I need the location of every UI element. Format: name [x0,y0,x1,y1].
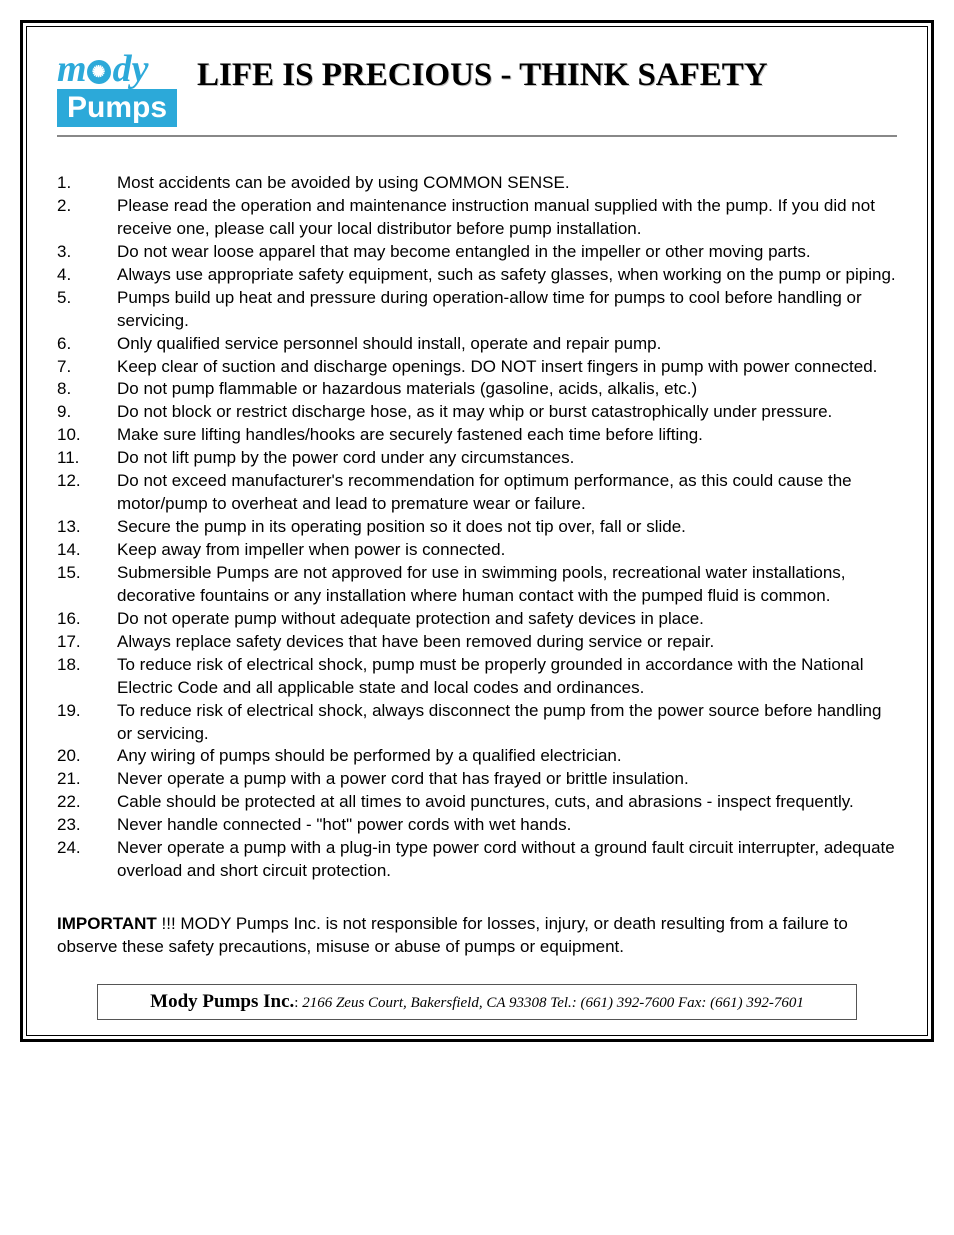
safety-item: 8.Do not pump flammable or hazardous mat… [57,378,897,401]
safety-item: 21.Never operate a pump with a power cor… [57,768,897,791]
header: m ✺ dy Pumps LIFE IS PRECIOUS - THINK SA… [57,47,897,137]
safety-item: 12.Do not exceed manufacturer's recommen… [57,470,897,516]
safety-item: 23.Never handle connected - "hot" power … [57,814,897,837]
important-label: IMPORTANT [57,914,157,933]
footer-separator: : [294,995,302,1011]
safety-item: 5.Pumps build up heat and pressure durin… [57,287,897,333]
important-notice: IMPORTANT !!! MODY Pumps Inc. is not res… [57,913,897,959]
logo-top-row: m ✺ dy [57,47,177,91]
safety-item-text: Most accidents can be avoided by using C… [117,172,897,195]
safety-item-text: To reduce risk of electrical shock, pump… [117,654,897,700]
safety-item-number: 20. [57,745,117,768]
safety-item-number: 1. [57,172,117,195]
company-logo: m ✺ dy Pumps [57,47,177,127]
safety-list: 1.Most accidents can be avoided by using… [57,172,897,883]
safety-item-text: Please read the operation and maintenanc… [117,195,897,241]
safety-item-text: Never handle connected - "hot" power cor… [117,814,897,837]
safety-item: 24.Never operate a pump with a plug-in t… [57,837,897,883]
safety-item-text: Submersible Pumps are not approved for u… [117,562,897,608]
safety-item-text: Always use appropriate safety equipment,… [117,264,897,287]
safety-item: 6.Only qualified service personnel shoul… [57,333,897,356]
safety-item: 18.To reduce risk of electrical shock, p… [57,654,897,700]
safety-item-text: Always replace safety devices that have … [117,631,897,654]
safety-item-number: 6. [57,333,117,356]
safety-item-text: Make sure lifting handles/hooks are secu… [117,424,897,447]
safety-item-text: Do not exceed manufacturer's recommendat… [117,470,897,516]
important-text: !!! MODY Pumps Inc. is not responsible f… [57,914,848,956]
safety-item: 7.Keep clear of suction and discharge op… [57,356,897,379]
safety-item-number: 19. [57,700,117,746]
safety-item-number: 2. [57,195,117,241]
safety-item-text: Keep away from impeller when power is co… [117,539,897,562]
safety-item-number: 9. [57,401,117,424]
safety-item-text: Do not lift pump by the power cord under… [117,447,897,470]
safety-item: 17.Always replace safety devices that ha… [57,631,897,654]
safety-item-text: Only qualified service personnel should … [117,333,897,356]
footer: Mody Pumps Inc.: 2166 Zeus Court, Bakers… [97,984,857,1020]
safety-item-number: 23. [57,814,117,837]
safety-item-number: 10. [57,424,117,447]
safety-item: 13.Secure the pump in its operating posi… [57,516,897,539]
safety-item: 1.Most accidents can be avoided by using… [57,172,897,195]
inner-frame: m ✺ dy Pumps LIFE IS PRECIOUS - THINK SA… [26,26,928,1036]
safety-item-number: 16. [57,608,117,631]
safety-item-text: Any wiring of pumps should be performed … [117,745,897,768]
safety-item-number: 8. [57,378,117,401]
logo-text-dy: dy [113,47,149,91]
safety-item: 11.Do not lift pump by the power cord un… [57,447,897,470]
footer-company: Mody Pumps Inc. [150,991,294,1012]
safety-item-text: Never operate a pump with a plug-in type… [117,837,897,883]
safety-item-number: 15. [57,562,117,608]
logo-bottom-text: Pumps [57,89,177,127]
safety-item-text: Do not operate pump without adequate pro… [117,608,897,631]
safety-item: 15.Submersible Pumps are not approved fo… [57,562,897,608]
page-title: LIFE IS PRECIOUS - THINK SAFETY [197,47,768,94]
safety-item-number: 22. [57,791,117,814]
safety-item: 10.Make sure lifting handles/hooks are s… [57,424,897,447]
safety-item-text: Pumps build up heat and pressure during … [117,287,897,333]
safety-item: 2.Please read the operation and maintena… [57,195,897,241]
safety-item-number: 7. [57,356,117,379]
safety-item: 3.Do not wear loose apparel that may bec… [57,241,897,264]
safety-item: 16.Do not operate pump without adequate … [57,608,897,631]
document-page: m ✺ dy Pumps LIFE IS PRECIOUS - THINK SA… [20,20,934,1042]
safety-item-number: 11. [57,447,117,470]
safety-item-number: 12. [57,470,117,516]
safety-item-text: To reduce risk of electrical shock, alwa… [117,700,897,746]
safety-item-number: 14. [57,539,117,562]
safety-item: 9.Do not block or restrict discharge hos… [57,401,897,424]
safety-item-number: 18. [57,654,117,700]
logo-star-icon: ✺ [87,60,111,84]
safety-item-text: Do not pump flammable or hazardous mater… [117,378,897,401]
safety-item-text: Never operate a pump with a power cord t… [117,768,897,791]
safety-item-number: 5. [57,287,117,333]
safety-item: 19.To reduce risk of electrical shock, a… [57,700,897,746]
safety-item: 20.Any wiring of pumps should be perform… [57,745,897,768]
safety-item-number: 21. [57,768,117,791]
safety-item-number: 24. [57,837,117,883]
safety-item: 14.Keep away from impeller when power is… [57,539,897,562]
safety-item-number: 17. [57,631,117,654]
safety-item-text: Do not block or restrict discharge hose,… [117,401,897,424]
safety-item-text: Do not wear loose apparel that may becom… [117,241,897,264]
safety-item-text: Keep clear of suction and discharge open… [117,356,897,379]
safety-item-number: 4. [57,264,117,287]
logo-text-m: m [57,47,87,91]
safety-item-number: 3. [57,241,117,264]
safety-item: 4.Always use appropriate safety equipmen… [57,264,897,287]
safety-item: 22.Cable should be protected at all time… [57,791,897,814]
safety-item-text: Cable should be protected at all times t… [117,791,897,814]
footer-address: 2166 Zeus Court, Bakersfield, CA 93308 T… [302,995,804,1011]
safety-item-number: 13. [57,516,117,539]
safety-item-text: Secure the pump in its operating positio… [117,516,897,539]
